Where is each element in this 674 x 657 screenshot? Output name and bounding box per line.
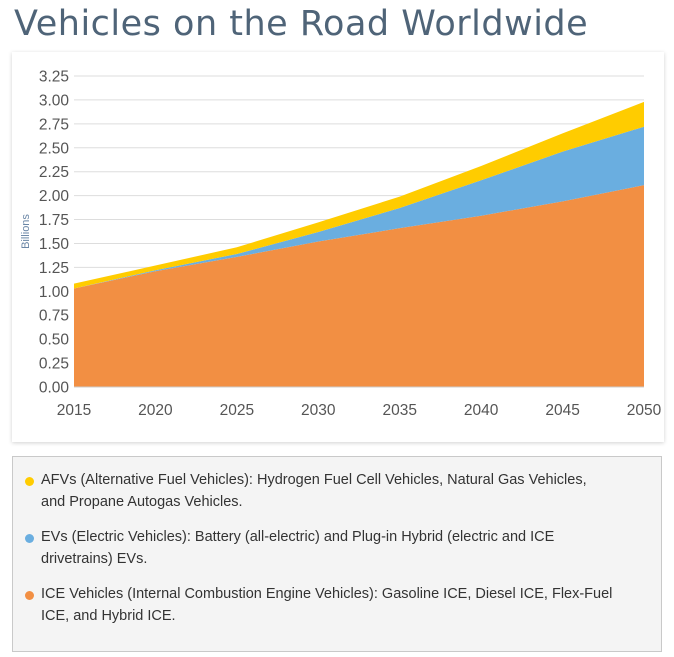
legend-text-line2: drivetrains) EVs. bbox=[41, 551, 148, 567]
y-tick-label: 2.75 bbox=[39, 116, 69, 133]
legend-item-ev: EVs (Electric Vehicles): Battery (all-el… bbox=[25, 526, 641, 570]
legend-text-line2: and Propane Autogas Vehicles. bbox=[41, 494, 243, 510]
y-tick-label: 1.25 bbox=[39, 260, 69, 277]
legend-item-afv: AFVs (Alternative Fuel Vehicles): Hydrog… bbox=[25, 469, 641, 513]
area-series-ice-vehicles bbox=[74, 185, 644, 387]
chart-card: 0.00 0.25 0.50 0.75 1.00 1.25 1.50 1.75 2.00 2.25… bbox=[12, 52, 664, 442]
x-tick-label: 2035 bbox=[382, 402, 416, 419]
y-tick-label: 3.00 bbox=[39, 92, 70, 109]
y-tick-label: 2.00 bbox=[39, 188, 70, 205]
x-tick-label: 2030 bbox=[301, 402, 336, 419]
legend-dot-ev bbox=[25, 534, 34, 543]
y-tick-label: 3.25 bbox=[39, 69, 69, 86]
x-tick-label: 2050 bbox=[627, 402, 662, 419]
legend: AFVs (Alternative Fuel Vehicles): Hydrog… bbox=[12, 456, 662, 652]
y-tick-label: 1.00 bbox=[39, 284, 70, 301]
legend-text-line1: AFVs (Alternative Fuel Vehicles): Hydrog… bbox=[41, 472, 587, 488]
page-title: Vehicles on the Road Worldwide bbox=[14, 4, 589, 44]
legend-item-ice: ICE Vehicles (Internal Combustion Engine… bbox=[25, 583, 641, 627]
x-tick-label: 2020 bbox=[138, 402, 173, 419]
legend-dot-afv bbox=[25, 477, 34, 486]
x-tick-label: 2040 bbox=[464, 402, 499, 419]
y-tick-label: 0.00 bbox=[39, 380, 70, 397]
y-tick-label: 0.75 bbox=[39, 308, 69, 325]
y-tick-label: 1.75 bbox=[39, 212, 69, 229]
legend-text-line1: ICE Vehicles (Internal Combustion Engine… bbox=[41, 586, 613, 602]
legend-dot-ice bbox=[25, 591, 34, 600]
y-tick-label: 2.50 bbox=[39, 140, 70, 157]
x-tick-label: 2025 bbox=[220, 402, 254, 419]
legend-text-line2: ICE, and Hybrid ICE. bbox=[41, 608, 176, 624]
x-tick-label: 2015 bbox=[57, 402, 91, 419]
y-tick-label: 0.25 bbox=[39, 356, 69, 373]
y-axis-label: Billions bbox=[20, 214, 32, 249]
axis-layer: 0.00 0.25 0.50 0.75 1.00 1.25 1.50 1.75 2.00 2.25… bbox=[20, 69, 662, 420]
y-tick-label: 1.50 bbox=[39, 236, 70, 253]
y-tick-label: 0.50 bbox=[39, 332, 70, 349]
x-tick-label: 2045 bbox=[545, 402, 579, 419]
area-chart: 0.00 0.25 0.50 0.75 1.00 1.25 1.50 1.75 2.00 2.25… bbox=[20, 69, 662, 420]
area-layer bbox=[74, 101, 644, 387]
y-tick-label: 2.25 bbox=[39, 164, 69, 181]
legend-text-line1: EVs (Electric Vehicles): Battery (all-el… bbox=[41, 529, 555, 545]
